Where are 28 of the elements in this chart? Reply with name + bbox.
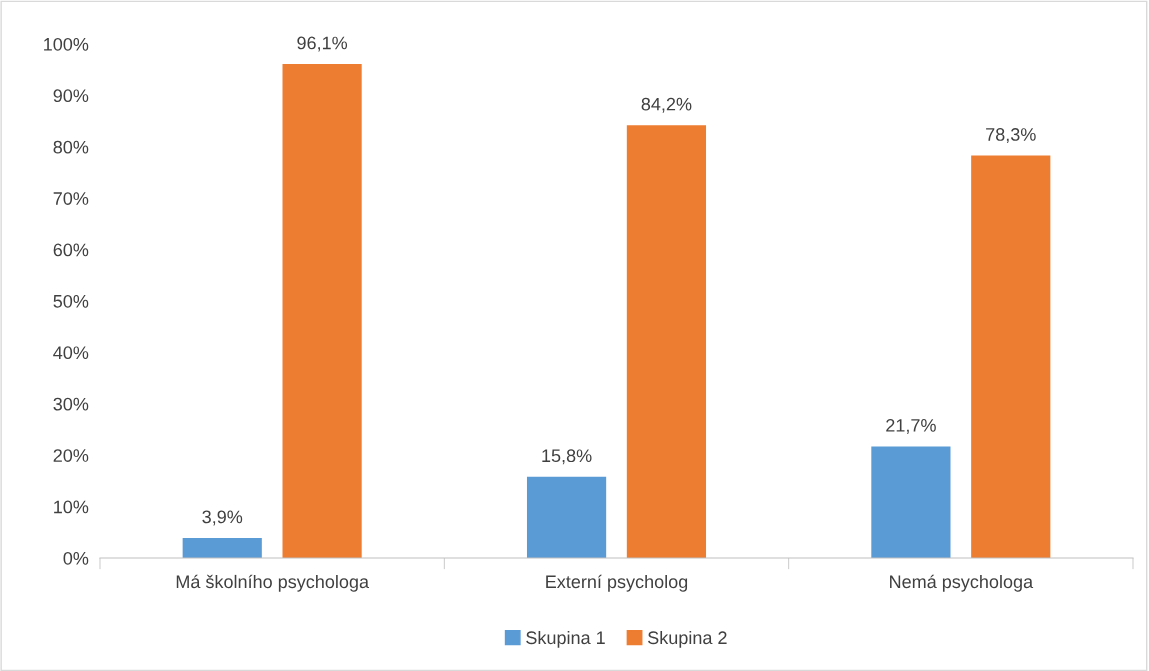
y-tick-label: 90%: [53, 89, 89, 103]
y-tick-label: 60%: [53, 243, 89, 257]
y-tick-label: 10%: [54, 500, 89, 514]
bar: [526, 476, 607, 558]
data-label: 3,9%: [202, 510, 243, 526]
bar: [182, 537, 262, 558]
bar: [871, 446, 951, 558]
x-tick-label: Nemá psychologa: [890, 574, 1034, 592]
y-tick-label: 40%: [53, 346, 89, 360]
x-tick-label: Externí psycholog: [546, 574, 688, 592]
y-tick-label: 100%: [44, 37, 89, 51]
y-tick-label: 50%: [53, 294, 89, 308]
bar: [282, 64, 362, 558]
x-tick-label: Má školního psychologa: [176, 574, 370, 592]
data-label: 96,1%: [297, 36, 348, 52]
y-tick-label: 0%: [63, 551, 89, 565]
legend-label: Skupina 1: [526, 630, 605, 648]
data-label: 78,3%: [986, 128, 1036, 143]
y-tick-label: 30%: [53, 397, 89, 411]
data-label: 84,2%: [641, 97, 692, 113]
y-tick-label: 70%: [53, 192, 89, 205]
data-label: 21,7%: [886, 419, 936, 434]
y-tick-label: 80%: [53, 140, 89, 154]
bar: [971, 155, 1051, 558]
y-tick-label: 20%: [53, 449, 89, 462]
data-label: 15,8%: [542, 449, 592, 465]
legend-label: Skupina 2: [648, 630, 727, 648]
bar: [626, 125, 707, 558]
